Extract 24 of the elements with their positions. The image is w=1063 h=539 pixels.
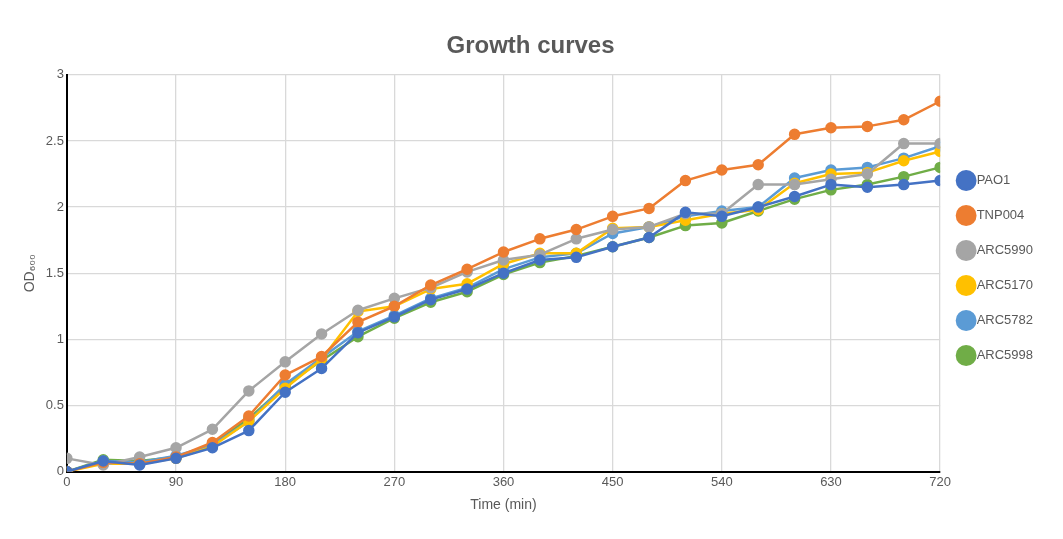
y-axis-title: OD₆₀₀ bbox=[21, 253, 38, 293]
x-tick-label: 270 bbox=[383, 473, 406, 489]
legend-label: TNP004 bbox=[976, 207, 1025, 223]
x-tick-label: 90 bbox=[168, 473, 184, 489]
x-tick-label: 720 bbox=[929, 473, 951, 489]
y-tick-label: 1.5 bbox=[45, 264, 64, 280]
y-tick-label: 2.5 bbox=[45, 132, 64, 148]
legend-label: ARC5998 bbox=[976, 347, 1034, 363]
legend-label: ARC5782 bbox=[976, 312, 1034, 328]
y-tick-label: 1 bbox=[56, 330, 64, 346]
legend-label: PAO1 bbox=[976, 172, 1011, 188]
x-tick-label: 360 bbox=[492, 473, 515, 489]
y-tick-label: 0 bbox=[56, 463, 64, 479]
x-tick-label: 450 bbox=[601, 473, 624, 489]
y-tick-label: 3 bbox=[56, 66, 64, 82]
x-tick-label: 630 bbox=[820, 473, 842, 489]
y-tick-label: 2 bbox=[56, 198, 64, 214]
x-tick-label: 180 bbox=[274, 473, 297, 489]
legend-label: ARC5990 bbox=[976, 242, 1034, 258]
y-tick-label: 0.5 bbox=[45, 397, 64, 413]
legend-label: ARC5170 bbox=[976, 277, 1034, 293]
x-axis-title: Time (min) bbox=[470, 496, 537, 513]
x-tick-label: 540 bbox=[710, 473, 733, 489]
chart-title: Growth curves bbox=[446, 31, 615, 59]
